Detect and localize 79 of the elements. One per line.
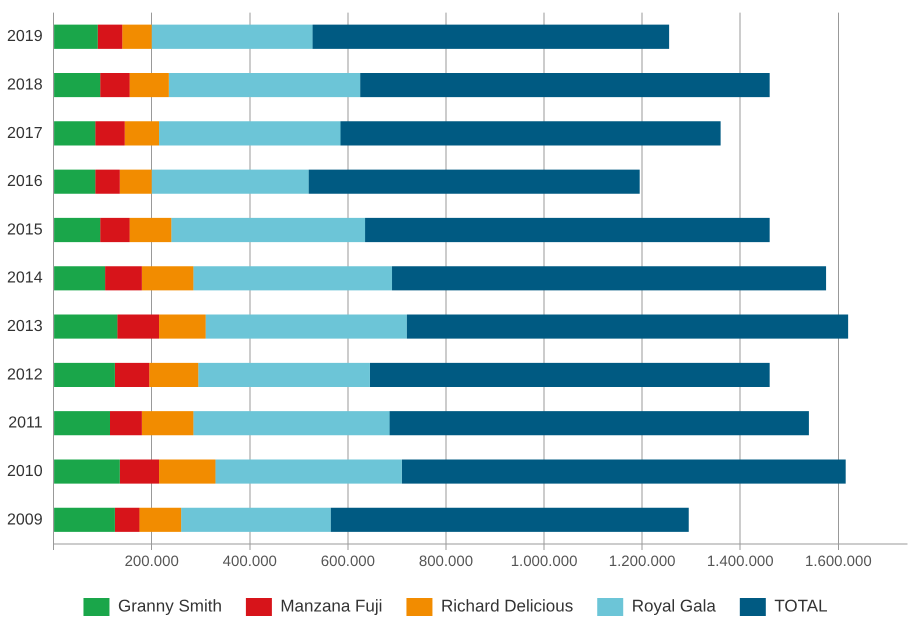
bar	[54, 121, 96, 146]
bar	[114, 508, 140, 532]
bar	[95, 170, 120, 194]
bar	[130, 72, 169, 98]
bar	[120, 459, 160, 484]
x-tick-label: 800.000	[418, 553, 474, 570]
x-tick-label: 200.000	[124, 553, 179, 570]
bar	[100, 72, 130, 98]
bar	[139, 508, 182, 532]
bar	[215, 459, 402, 484]
bar	[159, 314, 206, 339]
bar	[105, 266, 142, 290]
bar	[330, 508, 689, 532]
bar	[159, 121, 341, 146]
y-tick-label: 2018	[7, 76, 43, 94]
legend-label: TOTAL	[774, 596, 828, 616]
x-tick-label: 1.000.000	[510, 553, 578, 570]
bar	[142, 411, 194, 436]
y-tick-label: 2009	[7, 511, 43, 528]
bar	[114, 362, 150, 387]
bar	[193, 266, 392, 290]
x-tick-label: 600.000	[320, 553, 375, 570]
bar	[110, 411, 142, 436]
bar	[365, 218, 770, 242]
bar	[130, 218, 172, 242]
bar	[124, 121, 160, 146]
bar	[142, 266, 194, 290]
x-tick-label: 1.200.000	[608, 553, 676, 570]
bar	[206, 314, 407, 339]
y-tick-label: 2019	[7, 28, 43, 46]
bar	[54, 459, 120, 484]
bar	[54, 362, 115, 387]
bar	[340, 121, 721, 146]
y-tick-label: 2010	[7, 462, 43, 480]
bar	[171, 218, 366, 242]
bar	[122, 24, 152, 49]
bar	[181, 508, 331, 532]
y-tick-label: 2011	[8, 414, 43, 432]
bar	[54, 72, 100, 98]
bar	[402, 459, 846, 484]
bar	[152, 24, 313, 49]
bar	[54, 411, 110, 436]
bar	[98, 24, 122, 49]
y-tick-label: 2015	[7, 221, 43, 238]
bar	[406, 314, 848, 339]
y-tick-label: 2012	[7, 366, 43, 384]
x-tick-label: 400.000	[222, 553, 277, 570]
bar	[117, 314, 160, 339]
bar	[149, 362, 198, 387]
bar	[152, 170, 309, 194]
bar	[100, 218, 130, 242]
y-tick-label: 2016	[7, 173, 43, 190]
bar	[360, 72, 770, 98]
bar	[95, 121, 125, 146]
y-tick-label: 2013	[7, 318, 43, 336]
bar	[54, 170, 96, 194]
bar	[54, 218, 100, 242]
bar	[193, 411, 390, 436]
y-tick-label: 2014	[7, 270, 43, 287]
legend-label: Granny Smith	[118, 596, 222, 616]
x-tick-label: 1.400.000	[706, 553, 774, 570]
bar	[54, 266, 106, 290]
bar	[392, 266, 826, 290]
bar	[308, 170, 640, 194]
bar	[159, 459, 216, 484]
bar	[370, 362, 770, 387]
legend-label: Royal Gala	[632, 596, 716, 616]
bar	[198, 362, 370, 387]
legend-label: Manzana Fuji	[280, 596, 382, 616]
bar	[54, 24, 98, 49]
x-tick-label: 1.600.000	[804, 553, 872, 570]
legend-label: Richard Delicious	[440, 596, 574, 616]
bar	[54, 508, 115, 532]
bar	[54, 314, 118, 339]
y-tick-label: 2017	[7, 124, 43, 142]
bar	[168, 72, 360, 98]
bar	[390, 411, 809, 436]
bar	[312, 24, 670, 49]
bar	[120, 170, 152, 194]
